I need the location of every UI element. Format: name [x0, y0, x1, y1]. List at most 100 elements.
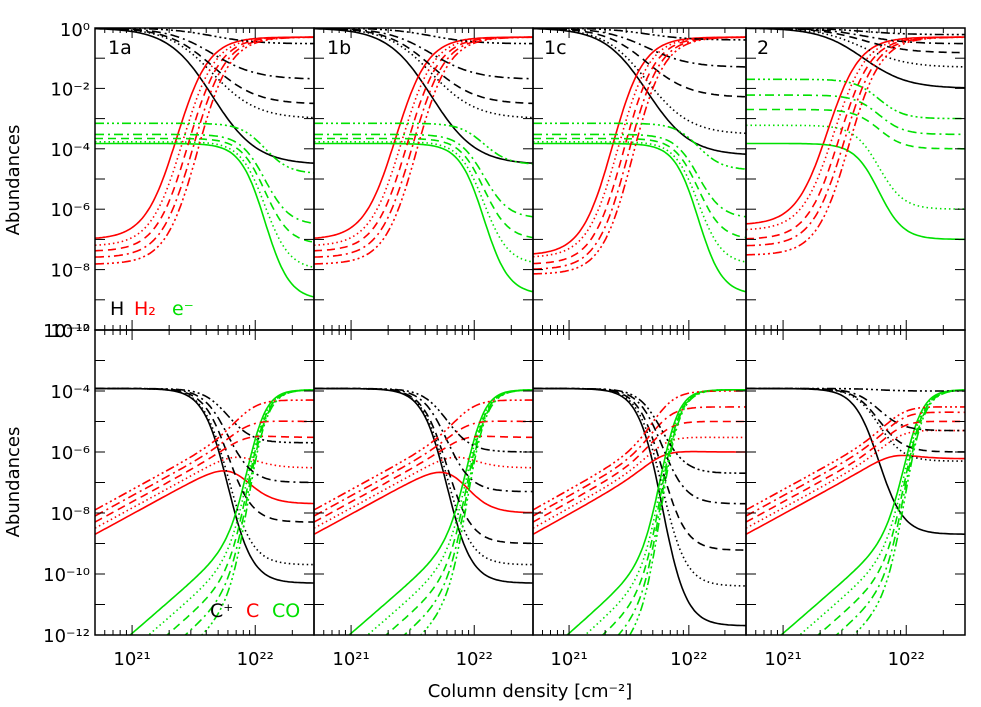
co-curve-1b-1 [366, 389, 533, 635]
h2-curve-1c-3 [533, 36, 746, 270]
e-curve-1a-0 [95, 142, 314, 298]
co-curve-1a-2 [165, 389, 314, 635]
co-curve-1c-0 [565, 389, 746, 635]
x-tick-label: 10²² [456, 649, 493, 670]
co-curve-1a-1 [147, 389, 314, 635]
panel-label-2: 2 [757, 37, 769, 59]
panel-frame-r0-p2 [532, 27, 747, 331]
c-curve-1b-3 [314, 420, 533, 517]
cplus-curve-2-0 [746, 387, 965, 535]
cplus-curve-1b-1 [314, 387, 533, 566]
y-tick-label: 10⁻² [50, 79, 90, 100]
h2-curve-1c-4 [533, 36, 746, 275]
cplus-curve-1a-1 [95, 387, 314, 566]
y-axis-label-top: Abundances [3, 125, 24, 236]
x-tick-label: 10²² [237, 649, 274, 670]
h2-curve-2-0 [746, 36, 965, 225]
h-curve-2-3 [746, 28, 965, 45]
legend-co: CO [272, 600, 300, 622]
c-curve-1b-2 [314, 435, 533, 523]
h-curve-1a-3 [95, 28, 314, 80]
legend-top: H H₂ e⁻ [110, 298, 194, 320]
h2-curve-2-3 [746, 36, 965, 247]
e-curve-1c-3 [533, 133, 746, 218]
c-curve-1c-0 [533, 450, 746, 535]
c-curve-1a-0 [95, 470, 314, 535]
co-curve-1b-3 [402, 389, 533, 635]
e-curve-1a-1 [95, 141, 314, 269]
c-curve-1a-1 [95, 456, 314, 529]
h-curve-1b-4 [314, 28, 533, 45]
h-curve-1b-2 [314, 28, 533, 105]
c-curve-1c-4 [533, 390, 746, 511]
h-curve-1c-3 [533, 28, 746, 68]
panel-frame-r1-p3 [745, 329, 966, 636]
c-curve-1c-3 [533, 406, 746, 517]
h-curve-2-1 [746, 28, 965, 68]
h2-curve-1a-1 [95, 36, 314, 246]
x-tick-label: 10²¹ [764, 649, 801, 670]
e-curve-2-3 [746, 94, 965, 136]
y-tick-label: 10⁻¹² [43, 626, 90, 647]
c-curve-1a-4 [95, 399, 314, 511]
y-tick-label: 10⁻⁴ [50, 382, 90, 403]
x-tick-label: 10²¹ [550, 649, 587, 670]
x-tick-label: 10²² [888, 649, 925, 670]
y-tick-label: 10⁻⁶ [50, 200, 90, 221]
co-curve-1a-3 [183, 389, 314, 635]
panel-frame-r0-p1 [313, 27, 534, 331]
co-curve-1c-2 [601, 389, 746, 635]
cplus-curve-2-2 [746, 387, 965, 453]
panel-label-1b: 1b [327, 37, 351, 59]
c-curve-2-3 [746, 411, 965, 517]
legend-h: H [110, 298, 124, 320]
legend-bottom: C⁺ C CO [210, 600, 300, 622]
e-curve-2-4 [746, 78, 965, 120]
e-curve-1b-4 [314, 122, 533, 165]
co-curve-1a-0 [128, 389, 314, 635]
y-tick-label: 10⁻² [50, 321, 90, 342]
co-curve-2-2 [816, 389, 965, 635]
h2-curve-1b-3 [314, 36, 533, 258]
cplus-curve-1b-3 [314, 387, 533, 493]
cplus-curve-2-4 [746, 387, 965, 392]
h2-curve-1a-4 [95, 36, 314, 265]
e-curve-1c-4 [533, 122, 746, 170]
h-curve-2-4 [746, 28, 965, 36]
y-tick-label: 10⁻⁸ [50, 504, 90, 525]
y-tick-label: 10⁻⁶ [50, 443, 90, 464]
h-curve-1b-3 [314, 28, 533, 80]
cplus-curve-1a-0 [95, 387, 314, 584]
cplus-curve-1a-4 [95, 387, 314, 444]
panel-label-1c: 1c [544, 37, 567, 59]
cplus-curve-1c-2 [533, 387, 746, 551]
co-curve-2-1 [798, 389, 965, 635]
h-curve-1b-0 [314, 28, 533, 164]
h2-curve-1a-3 [95, 36, 314, 258]
y-tick-label: 10⁻⁸ [50, 261, 90, 282]
co-curve-1c-1 [583, 389, 746, 635]
c-curve-2-1 [746, 429, 965, 529]
e-curve-2-1 [746, 124, 965, 210]
legend-c: C [246, 600, 259, 622]
panel-frame-r1-p2 [532, 329, 747, 636]
h2-curve-1b-4 [314, 36, 533, 265]
h2-curve-1b-1 [314, 36, 533, 246]
e-curve-2-2 [746, 108, 965, 150]
y-axis-label-bottom: Abundances [3, 427, 24, 538]
c-curve-1c-1 [533, 436, 746, 529]
c-curve-1a-2 [95, 435, 314, 523]
h-curve-1a-0 [95, 28, 314, 164]
co-curve-2-0 [779, 389, 965, 635]
cplus-curve-1a-3 [95, 387, 314, 484]
h2-curve-1b-2 [314, 36, 533, 252]
legend-cplus: C⁺ [210, 600, 233, 622]
e-curve-1b-0 [314, 142, 533, 293]
y-tick-label: 10⁻⁴ [50, 140, 90, 161]
legend-electron: e⁻ [172, 298, 194, 320]
cplus-curve-1c-3 [533, 387, 746, 505]
e-curve-1a-2 [95, 137, 314, 243]
h-curve-1a-2 [95, 28, 314, 105]
axis-ticks: 10⁰10⁻²10⁻⁴10⁻⁶10⁻⁸10⁻¹⁰10⁻²10⁻⁴10⁻⁶10⁻⁸… [43, 20, 966, 670]
